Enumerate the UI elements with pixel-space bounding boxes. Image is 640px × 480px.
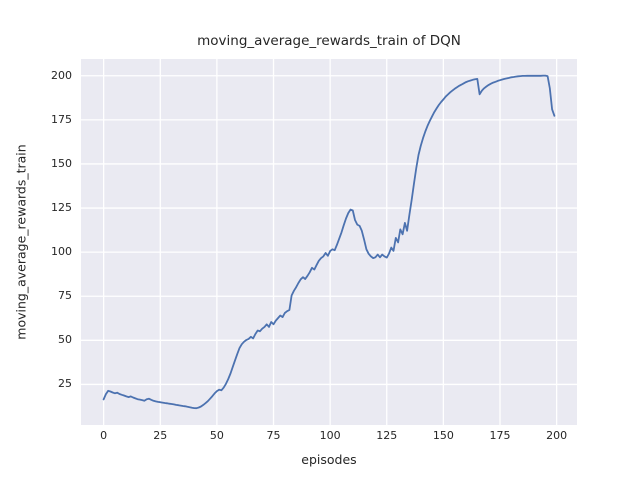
y-tick-label: 175 (51, 112, 72, 126)
axes-background (81, 59, 577, 425)
y-tick-label: 75 (58, 289, 72, 303)
x-tick-label: 0 (100, 429, 108, 442)
y-tick-label: 50 (58, 333, 72, 347)
x-tick-label: 25 (153, 429, 168, 442)
y-tick-label: 125 (51, 201, 72, 215)
x-tick-label: 50 (209, 429, 224, 442)
x-tick-label: 75 (266, 429, 281, 442)
y-tick-label: 200 (51, 68, 72, 82)
x-tick-label: 125 (376, 429, 398, 442)
y-tick-label: 25 (58, 377, 72, 391)
x-axis-label: episodes (301, 452, 357, 467)
chart-title: moving_average_rewards_train of DQN (197, 33, 461, 49)
series-line-DQN (102, 74, 556, 410)
y-tick-label: 150 (51, 156, 72, 170)
x-tick-label: 150 (432, 429, 454, 442)
x-tick-label: 100 (319, 429, 341, 442)
x-tick-label: 175 (489, 429, 511, 442)
y-tick-label: 100 (51, 245, 72, 259)
x-tick-label: 200 (546, 429, 568, 442)
